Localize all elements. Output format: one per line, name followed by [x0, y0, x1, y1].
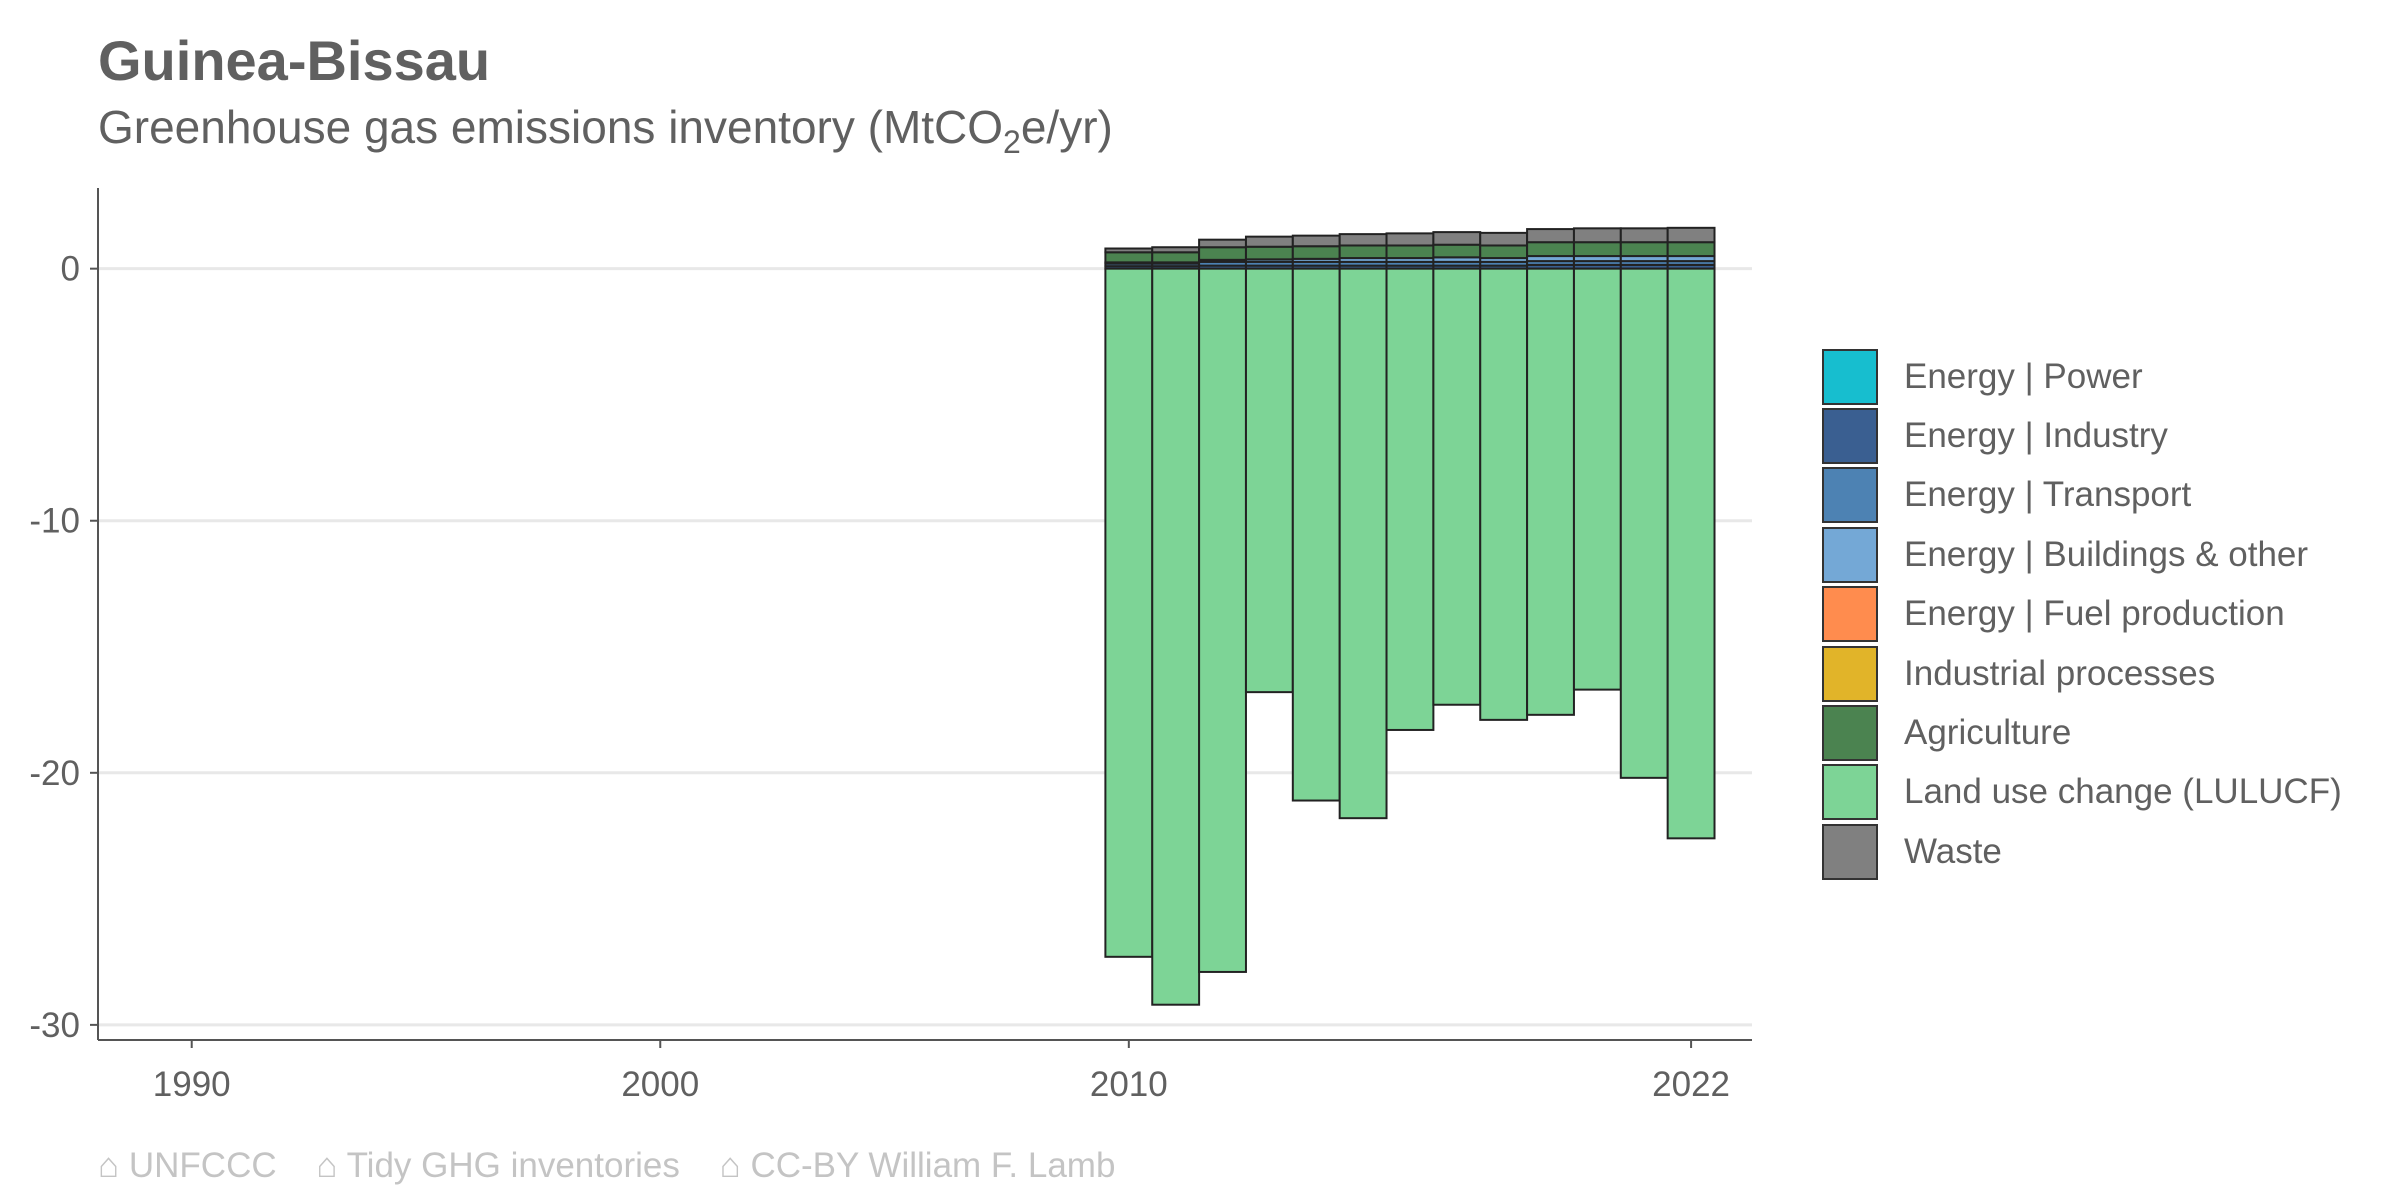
caption: ⌂ UNFCCC ⌂ Tidy GHG inventories ⌂ CC-BY …	[98, 1146, 1145, 1186]
bar-2018-series-7	[1479, 267, 1529, 721]
legend-label-3: Energy | Buildings & other	[1904, 534, 2309, 574]
bar-2017-series-6	[1432, 243, 1482, 259]
legend-label-2: Energy | Transport	[1904, 475, 2192, 515]
legend-swatch-1	[1822, 408, 1878, 465]
chart-subtitle: Greenhouse gas emissions inventory (MtCO…	[98, 100, 1113, 161]
bar-2011-series-6	[1151, 251, 1201, 264]
legend-swatch-8	[1822, 823, 1878, 880]
bar-2018-series-8	[1479, 231, 1529, 247]
chart-title: Guinea-Bissau	[98, 29, 491, 92]
bar-2020-series-8	[1572, 227, 1622, 244]
y-tick-label-1: -10	[29, 502, 80, 541]
bar-2014-series-7	[1291, 267, 1341, 802]
bar-2011-series-7	[1151, 267, 1201, 1006]
legend-item-4: Energy | Fuel production	[1822, 585, 2342, 644]
bar-2016-series-8	[1385, 232, 1435, 247]
legend-item-8: Waste	[1822, 822, 2342, 881]
ticks-layer: 0 -10 -20 -30 1990 2000 2010 2022	[29, 250, 1730, 1104]
legend-item-0: Energy | Power	[1822, 347, 2342, 406]
bar-2015-series-8	[1338, 233, 1388, 247]
legend-item-5: Industrial processes	[1822, 644, 2342, 703]
bar-2015-series-7	[1338, 267, 1388, 820]
bar-2019-series-7	[1526, 267, 1575, 716]
legend-swatch-3	[1822, 526, 1878, 583]
legend-swatch-0	[1822, 348, 1878, 405]
bar-2013-series-7	[1244, 267, 1294, 694]
bar-2013-series-8	[1244, 235, 1294, 248]
y-tick-label-0: 0	[61, 250, 80, 289]
bars-layer	[1104, 226, 1716, 1006]
legend-label-5: Industrial processes	[1904, 653, 2216, 693]
axes-layer	[97, 188, 1752, 1041]
legend-item-1: Energy | Industry	[1822, 406, 2342, 465]
y-tick-label-2: -20	[29, 754, 80, 793]
legend-label-0: Energy | Power	[1904, 356, 2143, 396]
legend-swatch-7	[1822, 764, 1878, 821]
legend-item-7: Land use change (LULUCF)	[1822, 763, 2342, 822]
x-tick-label-0: 1990	[153, 1065, 231, 1104]
x-tick-label-2: 2010	[1090, 1065, 1168, 1104]
x-tick-label-1: 2000	[621, 1065, 699, 1104]
bar-2017-series-8	[1432, 231, 1482, 246]
x-tick-label-3: 2022	[1652, 1065, 1730, 1104]
bar-2020-series-6	[1572, 241, 1622, 258]
bar-2014-series-8	[1291, 234, 1341, 248]
legend-label-4: Energy | Fuel production	[1904, 594, 2285, 634]
bar-2017-series-7	[1432, 267, 1482, 706]
legend-swatch-4	[1822, 586, 1878, 643]
subtitle-main: Greenhouse gas emissions inventory (MtCO	[98, 101, 1004, 153]
bar-2015-series-6	[1338, 244, 1388, 260]
bar-2012-series-7	[1198, 267, 1247, 973]
y-tick-label-3: -30	[29, 1006, 80, 1045]
bar-2022-series-6	[1666, 241, 1716, 258]
bar-2013-series-6	[1244, 245, 1294, 261]
legend: Energy | Power Energy | Industry Energy | …	[1822, 347, 2342, 882]
bar-2018-series-6	[1479, 244, 1529, 260]
bar-2021-series-7	[1619, 267, 1669, 779]
legend-item-3: Energy | Buildings & other	[1822, 525, 2342, 584]
bar-2012-series-8	[1198, 238, 1247, 249]
bar-2021-series-6	[1619, 241, 1669, 258]
bar-2010-series-7	[1104, 267, 1154, 958]
caption-source-tidy: ⌂ Tidy GHG inventories	[316, 1146, 680, 1185]
legend-label-6: Agriculture	[1904, 713, 2072, 753]
bar-2016-series-7	[1385, 267, 1435, 731]
bar-2016-series-6	[1385, 244, 1435, 260]
bar-2011-series-8	[1151, 246, 1201, 254]
bar-2019-series-6	[1526, 241, 1575, 258]
subtitle-subscript: 2	[1003, 124, 1021, 161]
bar-2021-series-8	[1619, 227, 1669, 244]
legend-label-7: Land use change (LULUCF)	[1904, 772, 2342, 812]
bar-2020-series-7	[1572, 267, 1622, 691]
legend-item-6: Agriculture	[1822, 703, 2342, 762]
legend-swatch-2	[1822, 467, 1878, 524]
bar-2014-series-6	[1291, 245, 1341, 260]
legend-label-1: Energy | Industry	[1904, 416, 2168, 456]
bar-2019-series-8	[1526, 228, 1575, 244]
chart-plot: 0 -10 -20 -30 1990 2000 2010 2022	[29, 188, 1752, 1104]
bar-2022-series-8	[1666, 226, 1716, 244]
legend-label-8: Waste	[1904, 831, 2002, 871]
legend-swatch-6	[1822, 705, 1878, 762]
bar-2010-series-6	[1104, 251, 1154, 264]
bar-2022-series-7	[1666, 267, 1716, 840]
subtitle-tail: e/yr)	[1020, 101, 1113, 153]
bar-2012-series-6	[1198, 246, 1247, 261]
caption-license: ⌂ CC-BY William F. Lamb	[719, 1146, 1116, 1185]
legend-swatch-5	[1822, 645, 1878, 702]
legend-item-2: Energy | Transport	[1822, 466, 2342, 525]
caption-source-unfccc: ⌂ UNFCCC	[98, 1146, 277, 1185]
bar-2010-series-8	[1104, 247, 1154, 254]
